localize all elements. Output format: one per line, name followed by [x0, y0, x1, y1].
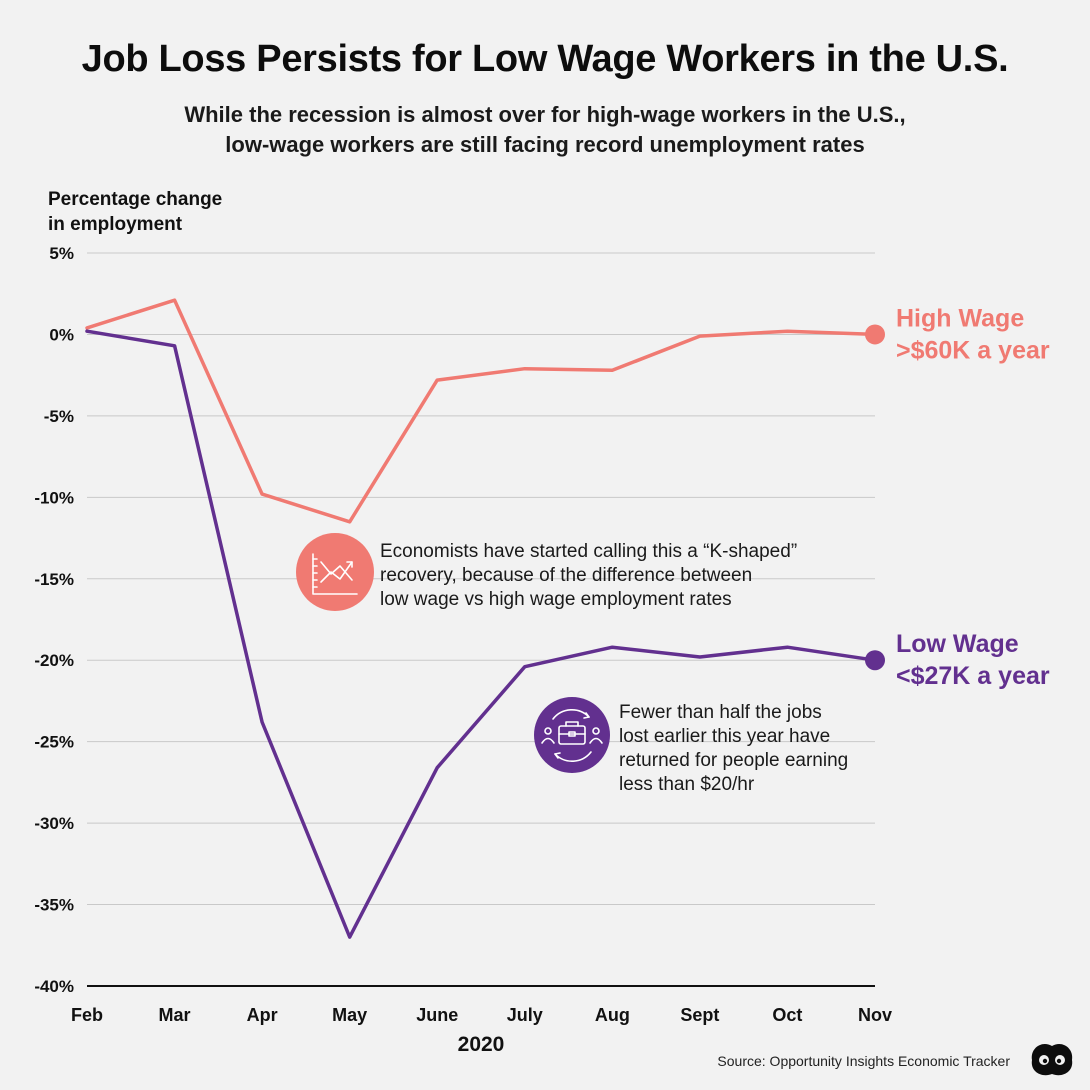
visual-capitalist-logo-icon	[1031, 1043, 1073, 1076]
annotation-k-shape: Economists have started calling this a “…	[296, 533, 797, 611]
series-label-low: <$27K a year	[896, 662, 1050, 690]
line-chart-icon	[296, 533, 374, 611]
x-tick-label: Nov	[858, 1005, 892, 1025]
x-tick-label: Sept	[680, 1005, 719, 1025]
chart-title: Job Loss Persists for Low Wage Workers i…	[81, 38, 1009, 80]
source-note: Source: Opportunity Insights Economic Tr…	[717, 1053, 1010, 1069]
x-tick-label: June	[416, 1005, 458, 1025]
y-axis-ticks: 5% 0% -5% -10% -15% -20% -25% -30% -35% -40%	[34, 244, 74, 996]
annotation-line: lost earlier this year have	[619, 726, 830, 747]
x-tick-label: May	[332, 1005, 367, 1025]
series-label-high: High Wage	[896, 304, 1024, 332]
y-axis-title-line: Percentage change	[48, 189, 223, 210]
x-axis-title: 2020	[458, 1033, 505, 1056]
series-line-high	[85, 298, 877, 524]
subtitle-line: While the recession is almost over for h…	[184, 102, 906, 127]
y-tick-label: -10%	[34, 488, 74, 507]
series-label-high: >$60K a year	[896, 336, 1050, 364]
x-tick-label: Oct	[772, 1005, 802, 1025]
series-end-marker-high	[865, 324, 885, 345]
annotation-line: less than $20/hr	[619, 774, 755, 795]
y-tick-label: 0%	[49, 325, 74, 344]
x-axis-ticks: Feb Mar Apr May June July Aug Sept Oct Nov	[71, 1005, 892, 1025]
y-axis-title-line: in employment	[48, 214, 183, 235]
y-axis-title: Percentage change in employment	[48, 187, 222, 237]
y-tick-label: -25%	[34, 733, 74, 752]
y-tick-label: -35%	[34, 896, 74, 915]
y-tick-label: -5%	[44, 407, 74, 426]
annotation-line: recovery, because of the difference betw…	[380, 565, 752, 586]
y-tick-label: -15%	[34, 570, 74, 589]
series-line-low	[85, 329, 877, 939]
subtitle-line: low-wage workers are still facing record…	[225, 132, 865, 157]
x-tick-label: Mar	[159, 1005, 191, 1025]
annotation-line: returned for people earning	[619, 750, 848, 771]
y-tick-label: -20%	[34, 651, 74, 670]
series-lines	[85, 298, 885, 939]
x-tick-label: Aug	[595, 1005, 630, 1025]
x-tick-label: Feb	[71, 1005, 103, 1025]
grid-lines	[87, 252, 875, 987]
y-tick-label: -40%	[34, 977, 74, 996]
series-labels: High Wage >$60K a year Low Wage <$27K a yea…	[896, 304, 1050, 690]
y-tick-label: -30%	[34, 814, 74, 833]
y-tick-label: 5%	[49, 244, 74, 263]
x-tick-label: July	[507, 1005, 543, 1025]
annotation-line: low wage vs high wage employment rates	[380, 589, 732, 610]
annotation-line: Economists have started calling this a “…	[380, 541, 797, 562]
chart-subtitle: While the recession is almost over for h…	[0, 100, 1090, 160]
briefcase-people-icon	[534, 697, 610, 773]
annotation-jobs: Fewer than half the jobs lost earlier thi…	[534, 697, 848, 795]
annotation-text: Fewer than half the jobs lost earlier thi…	[619, 702, 848, 795]
x-tick-label: Apr	[247, 1005, 278, 1025]
series-end-marker-low	[865, 650, 885, 671]
annotation-line: Fewer than half the jobs	[619, 702, 822, 723]
series-label-low: Low Wage	[896, 630, 1019, 658]
annotation-text: Economists have started calling this a “…	[380, 541, 797, 610]
